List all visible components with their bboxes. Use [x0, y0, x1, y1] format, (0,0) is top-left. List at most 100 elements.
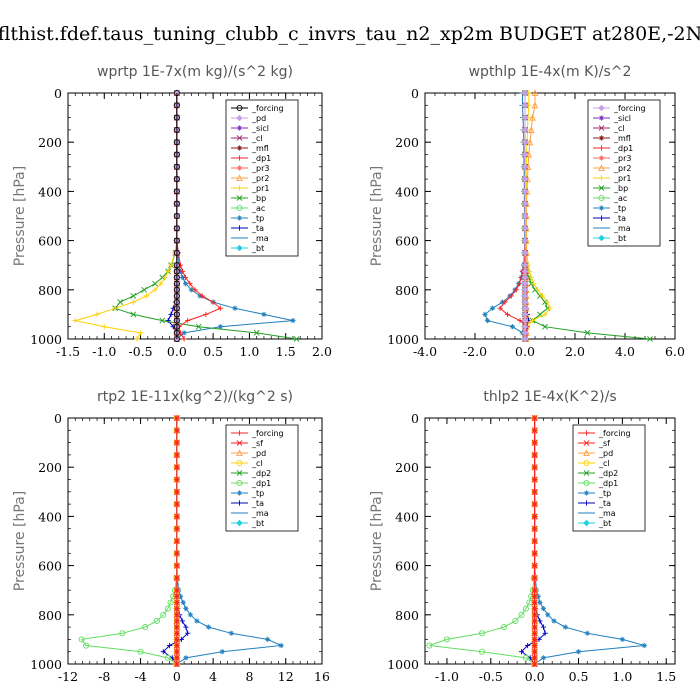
data-point [641, 642, 647, 649]
legend-entry: _pr1 [231, 184, 269, 193]
legend-label: _forcing [613, 104, 646, 113]
data-point [482, 311, 488, 317]
data-point [101, 324, 107, 330]
data-point [174, 655, 180, 661]
legend-entry: _dp1 [231, 479, 271, 488]
legend-label: _pr1 [613, 174, 631, 183]
data-point [502, 299, 508, 305]
panel-title: thlp2 1E-4x(K^2)/s [483, 389, 616, 405]
data-point [194, 618, 200, 624]
data-point [542, 311, 548, 317]
data-point [532, 612, 538, 618]
x-tick-label: -12 [58, 669, 78, 684]
legend-entry: _ma [593, 224, 631, 233]
data-point [185, 630, 191, 636]
legend-label: _cl [251, 459, 263, 468]
data-point [529, 317, 536, 324]
y-tick-label: 600 [395, 559, 419, 574]
legend-entry: _ma [231, 509, 269, 518]
legend-label: _ac [613, 194, 627, 203]
data-point [174, 575, 180, 581]
y-tick-label: 1000 [387, 332, 419, 347]
data-point [174, 526, 180, 532]
panel-title: wpthlp 1E-4x(m K)/s^2 [469, 64, 632, 80]
data-point [173, 163, 180, 170]
x-tick-label: 0 [173, 669, 181, 684]
legend-marker [236, 479, 243, 487]
data-point [528, 274, 534, 281]
legend-label: _sicl [251, 124, 269, 133]
legend-entry: _cl [578, 459, 610, 468]
legend-entry: _tp [578, 489, 611, 498]
legend-entry: _mfl [593, 134, 631, 143]
x-tick-label: 1.0 [239, 344, 259, 359]
data-point [539, 293, 546, 299]
data-point [584, 329, 591, 336]
legend-entry: _tp [231, 489, 264, 498]
y-tick-label: 200 [38, 135, 62, 150]
legend-entry: _pr3 [231, 164, 269, 173]
data-point [534, 287, 541, 293]
legend-label: _bp [613, 184, 628, 193]
y-tick-label: 600 [395, 234, 419, 249]
legend-label: _pd [598, 449, 613, 458]
x-tick-label: -4.0 [413, 344, 437, 359]
legend-entry: _ac [593, 194, 627, 203]
y-tick-label: 0 [54, 411, 62, 426]
legend-entry: _tp [593, 204, 626, 213]
series-pr1 [72, 90, 180, 342]
legend-marker [236, 430, 243, 436]
legend-entry: _cl [231, 459, 263, 468]
data-point [647, 336, 653, 342]
data-point [532, 630, 538, 636]
data-point [521, 268, 529, 275]
x-tick-label: 12 [278, 669, 294, 684]
data-point [521, 249, 529, 257]
data-point [152, 280, 159, 287]
legend-marker [598, 164, 605, 172]
data-point [174, 427, 180, 433]
data-point [173, 188, 180, 195]
data-point [162, 274, 168, 281]
legend-label: _forcing [598, 429, 631, 438]
data-point [540, 655, 547, 661]
legend-entry: _dp1 [578, 479, 618, 488]
data-point [173, 311, 180, 318]
legend-box [587, 99, 661, 247]
data-point [160, 611, 167, 618]
data-point [210, 299, 216, 305]
data-point [130, 311, 137, 318]
panel-3: rtp2 1E-11x(kg^2)/(kg^2 s) Pressure [hPa]… [12, 389, 330, 684]
y-tick-label: 800 [395, 283, 419, 298]
data-point [508, 293, 514, 299]
legend-marker [236, 490, 243, 496]
legend-label: _sf [598, 439, 610, 448]
legend-label: _tp [613, 204, 626, 213]
legend-marker [236, 155, 243, 161]
x-tick-label: 16 [314, 669, 330, 684]
data-point [521, 261, 529, 269]
data-point [117, 299, 124, 306]
data-point [521, 188, 529, 195]
data-point [497, 305, 503, 311]
data-point [141, 286, 148, 293]
legend-entry: _sicl [231, 124, 269, 133]
y-tick-label: 800 [38, 608, 62, 623]
legend-entry: _ta [593, 214, 626, 223]
data-point [167, 599, 174, 606]
legend-marker [583, 490, 590, 496]
y-tick-label: 400 [395, 509, 419, 524]
legend-label: _tp [598, 489, 611, 498]
x-tick-label: -0.5 [479, 669, 503, 684]
legend-label: _bt [251, 519, 264, 528]
legend-label: _bt [251, 244, 264, 253]
legend-entry: _bt [231, 519, 264, 528]
data-point [562, 624, 568, 630]
legend-marker [236, 440, 243, 446]
legend-entry: _bp [231, 194, 266, 203]
legend-entry: _ta [231, 499, 264, 508]
data-point [173, 139, 180, 146]
legend-label: _ta [598, 499, 611, 508]
data-point [521, 329, 529, 337]
data-point [532, 655, 538, 661]
